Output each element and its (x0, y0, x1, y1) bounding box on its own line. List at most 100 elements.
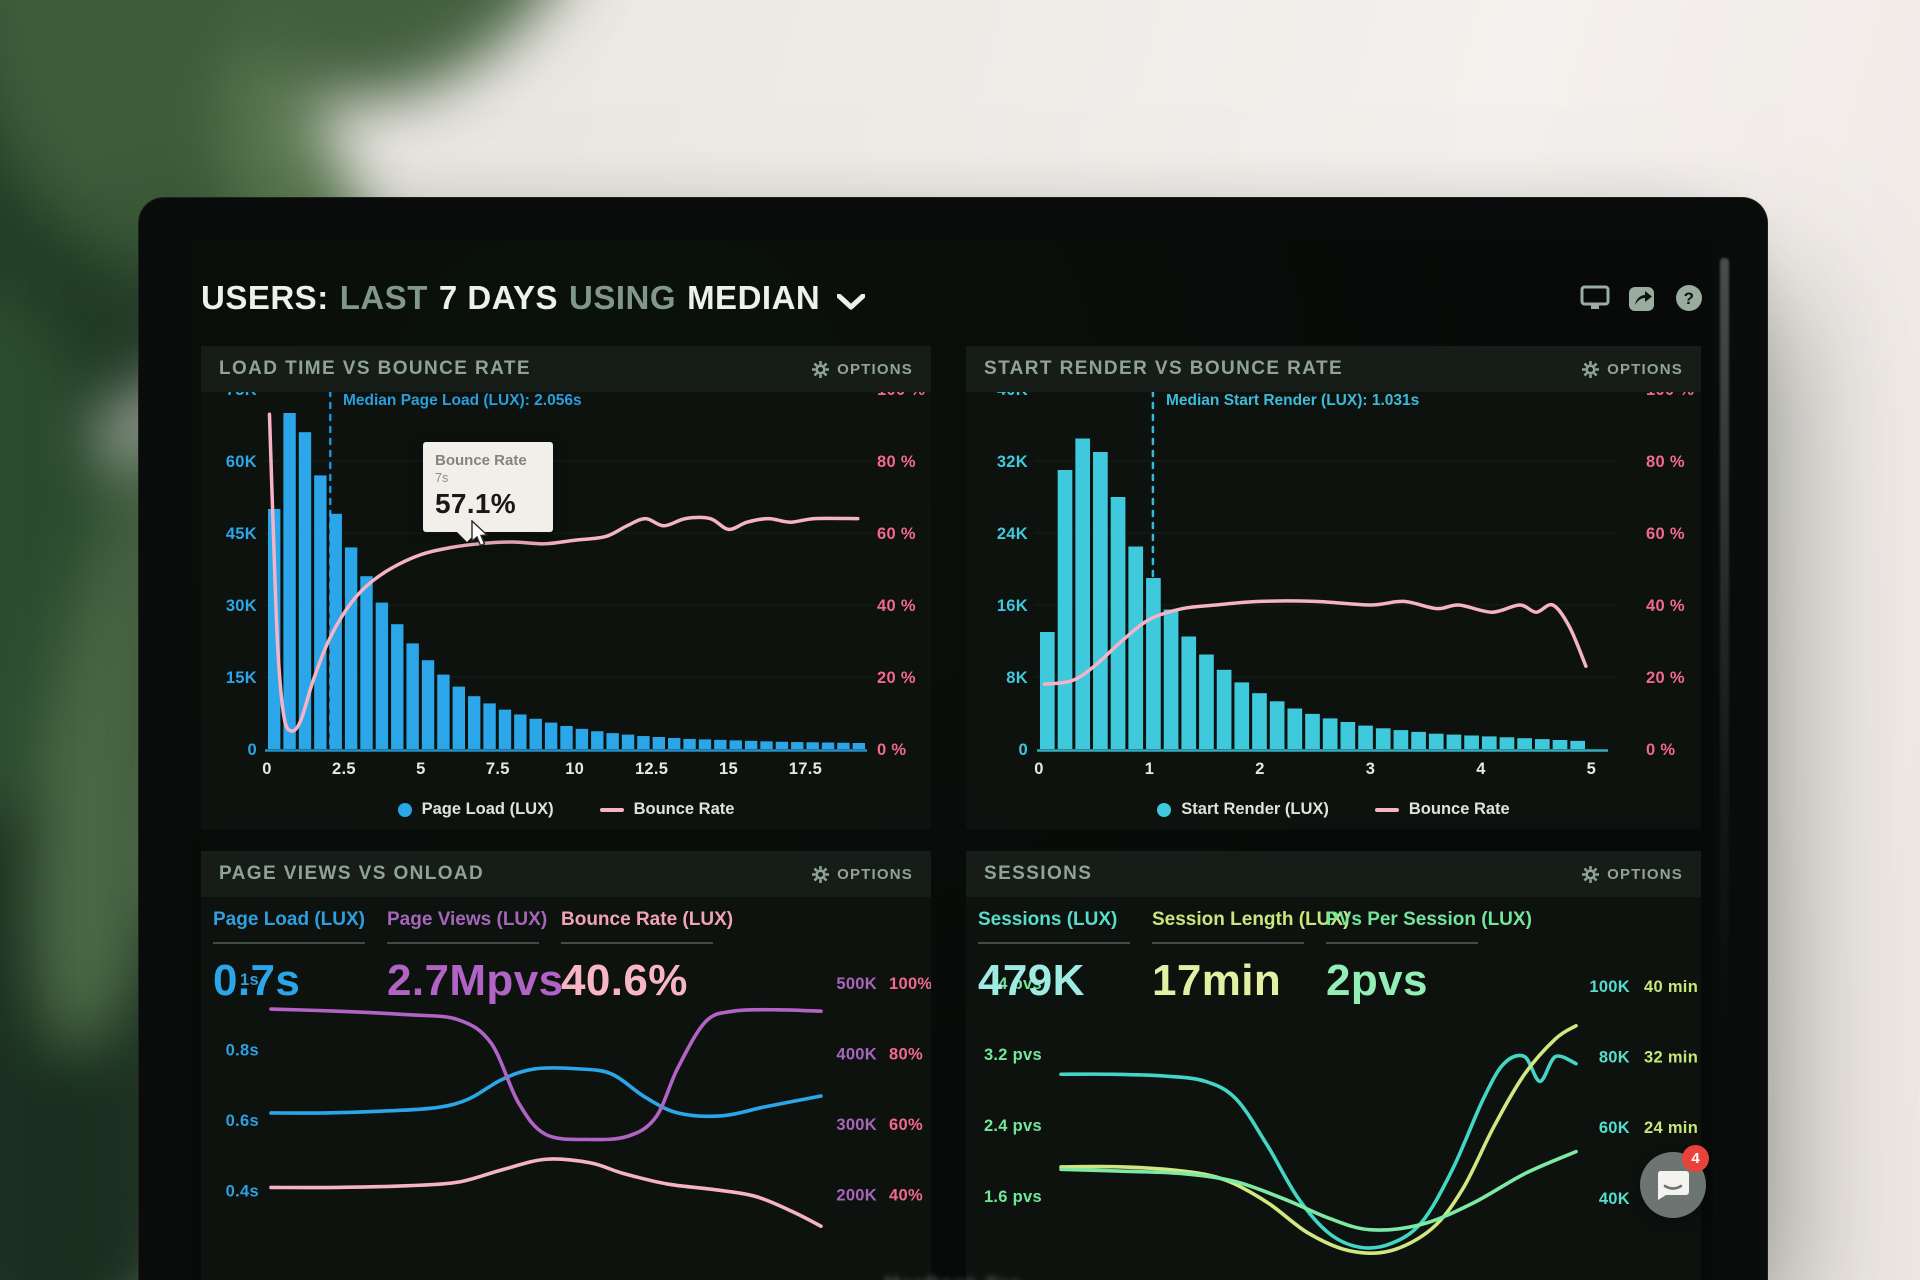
title-part: MEDIAN (687, 279, 821, 316)
svg-text:0 %: 0 % (877, 741, 906, 759)
share-icon[interactable] (1626, 282, 1658, 314)
chart-legend: Start Render (LUX) Bounce Rate (966, 800, 1701, 819)
svg-text:60K: 60K (226, 453, 257, 471)
svg-text:17.5: 17.5 (789, 760, 822, 778)
svg-text:500K: 500K (836, 975, 877, 993)
svg-text:0.4s: 0.4s (226, 1183, 259, 1201)
metric-bounce-rate: Bounce Rate (LUX) 40.6% (561, 909, 734, 1005)
metric-page-load: Page Load (LUX) 0.7s (213, 909, 366, 1005)
options-button[interactable]: OPTIONS (812, 360, 913, 378)
svg-text:80K: 80K (1599, 1049, 1630, 1067)
page-title: USERS: LAST 7 DAYS USING MEDIAN (201, 277, 866, 319)
svg-text:24 min: 24 min (1644, 1119, 1698, 1137)
tooltip-value: 57.1% (435, 488, 516, 519)
laptop: USERS: LAST 7 DAYS USING MEDIAN ? (138, 197, 1768, 1280)
svg-text:32K: 32K (997, 453, 1028, 471)
metric-pvs-per-session: PVs Per Session (LUX) 2pvs (1326, 909, 1532, 1005)
panel-header: PAGE VIEWS VS ONLOAD OPTIONS (201, 851, 931, 897)
svg-text:10: 10 (565, 760, 584, 778)
options-label: OPTIONS (1607, 865, 1683, 883)
legend-item-start-render[interactable]: Start Render (LUX) (1157, 800, 1329, 819)
svg-text:7.5: 7.5 (486, 760, 510, 778)
help-icon[interactable]: ? (1673, 282, 1705, 314)
svg-text:60K: 60K (1599, 1119, 1630, 1137)
title-part: USING (569, 279, 677, 316)
svg-text:1s: 1s (240, 971, 259, 989)
gear-icon (812, 865, 830, 883)
legend-item-bounce-rate[interactable]: Bounce Rate (1374, 800, 1510, 819)
svg-text:20 %: 20 % (1646, 669, 1685, 687)
page-views-chart[interactable]: 1s 0.8s 0.6s 0.4s 500K 400K 300K 200K 100% 80% 60%… (201, 851, 931, 1280)
svg-text:5: 5 (1587, 760, 1596, 778)
svg-text:45K: 45K (226, 525, 257, 543)
svg-text:30K: 30K (226, 597, 257, 615)
options-label: OPTIONS (837, 865, 913, 883)
panel-title: LOAD TIME VS BOUNCE RATE (219, 358, 531, 379)
svg-text:60 %: 60 % (1646, 525, 1685, 543)
svg-text:0.8s: 0.8s (226, 1042, 259, 1060)
metric-page-views: Page Views (LUX) 2.7Mpvs (387, 909, 564, 1005)
metric-sessions: Sessions (LUX) 479K (978, 909, 1134, 1006)
svg-text:2.5: 2.5 (332, 760, 356, 778)
metric-session-length: Session Length (LUX) 17min (1152, 909, 1350, 1005)
svg-text:40 %: 40 % (877, 597, 916, 615)
svg-text:40 min: 40 min (1644, 978, 1698, 996)
svg-text:60%: 60% (889, 1116, 923, 1134)
svg-text:20 %: 20 % (877, 669, 916, 687)
svg-text:15: 15 (719, 760, 738, 778)
svg-text:0: 0 (262, 760, 271, 778)
median-annotation: Median Page Load (LUX): 2.056s (343, 392, 582, 409)
panel-title: SESSIONS (984, 863, 1093, 884)
legend-item-bounce-rate[interactable]: Bounce Rate (599, 800, 734, 819)
median-annotation: Median Start Render (LUX): 1.031s (1166, 392, 1420, 409)
svg-text:100%: 100% (889, 975, 931, 993)
svg-text:4 pvs: 4 pvs (998, 975, 1042, 993)
chevron-down-icon[interactable] (836, 281, 866, 319)
panel-title: PAGE VIEWS VS ONLOAD (219, 863, 485, 884)
panel-header: SESSIONS OPTIONS (966, 851, 1701, 897)
svg-text:0: 0 (248, 741, 257, 759)
panel-header: LOAD TIME VS BOUNCE RATE OPTIONS (201, 346, 931, 392)
svg-text:2.4 pvs: 2.4 pvs (984, 1117, 1042, 1135)
svg-text:24K: 24K (997, 525, 1028, 543)
svg-text:?: ? (1684, 289, 1695, 308)
svg-text:0: 0 (1019, 741, 1028, 759)
panel-page-views: PAGE VIEWS VS ONLOAD OPTIONS Page Load (… (201, 851, 931, 1280)
display-icon[interactable] (1579, 282, 1611, 314)
options-label: OPTIONS (837, 360, 913, 378)
sessions-chart[interactable]: 4 pvs 3.2 pvs 2.4 pvs 1.6 pvs 100K 80K 60K 40K 4… (966, 851, 1701, 1280)
svg-text:80 %: 80 % (1646, 453, 1685, 471)
options-button[interactable]: OPTIONS (1582, 865, 1683, 883)
dashboard-header: USERS: LAST 7 DAYS USING MEDIAN ? (201, 277, 1705, 319)
panel-sessions: SESSIONS OPTIONS Sessions (LUX) 479K Ses… (966, 851, 1701, 1280)
legend-item-page-load[interactable]: Page Load (LUX) (397, 800, 554, 819)
svg-text:15K: 15K (226, 669, 257, 687)
tooltip-title: Bounce Rate (435, 452, 527, 469)
svg-text:1.6 pvs: 1.6 pvs (984, 1188, 1042, 1206)
svg-text:60 %: 60 % (877, 525, 916, 543)
svg-text:40 %: 40 % (1646, 597, 1685, 615)
chat-launcher-button[interactable]: 4 (1640, 1145, 1709, 1218)
series-line-icon (599, 807, 624, 812)
gear-icon (1582, 360, 1600, 378)
svg-text:3.2 pvs: 3.2 pvs (984, 1046, 1042, 1064)
svg-text:12.5: 12.5 (635, 760, 668, 778)
title-part: USERS: (201, 279, 329, 316)
gear-icon (1582, 865, 1600, 883)
dashboard-screen: USERS: LAST 7 DAYS USING MEDIAN ? (191, 241, 1713, 1280)
chart-legend: Page Load (LUX) Bounce Rate (201, 800, 931, 819)
svg-text:8K: 8K (1006, 669, 1028, 687)
svg-text:300K: 300K (836, 1116, 877, 1134)
options-button[interactable]: OPTIONS (812, 865, 913, 883)
svg-text:0 %: 0 % (1646, 741, 1675, 759)
series-line-icon (1374, 807, 1399, 812)
svg-text:40K: 40K (1599, 1190, 1630, 1208)
gear-icon (812, 360, 830, 378)
svg-text:0: 0 (1034, 760, 1043, 778)
svg-text:400K: 400K (836, 1046, 877, 1064)
options-button[interactable]: OPTIONS (1582, 360, 1683, 378)
panel-header: START RENDER VS BOUNCE RATE OPTIONS (966, 346, 1701, 392)
laptop-brand-label: MacBook Pro (139, 1274, 1767, 1280)
